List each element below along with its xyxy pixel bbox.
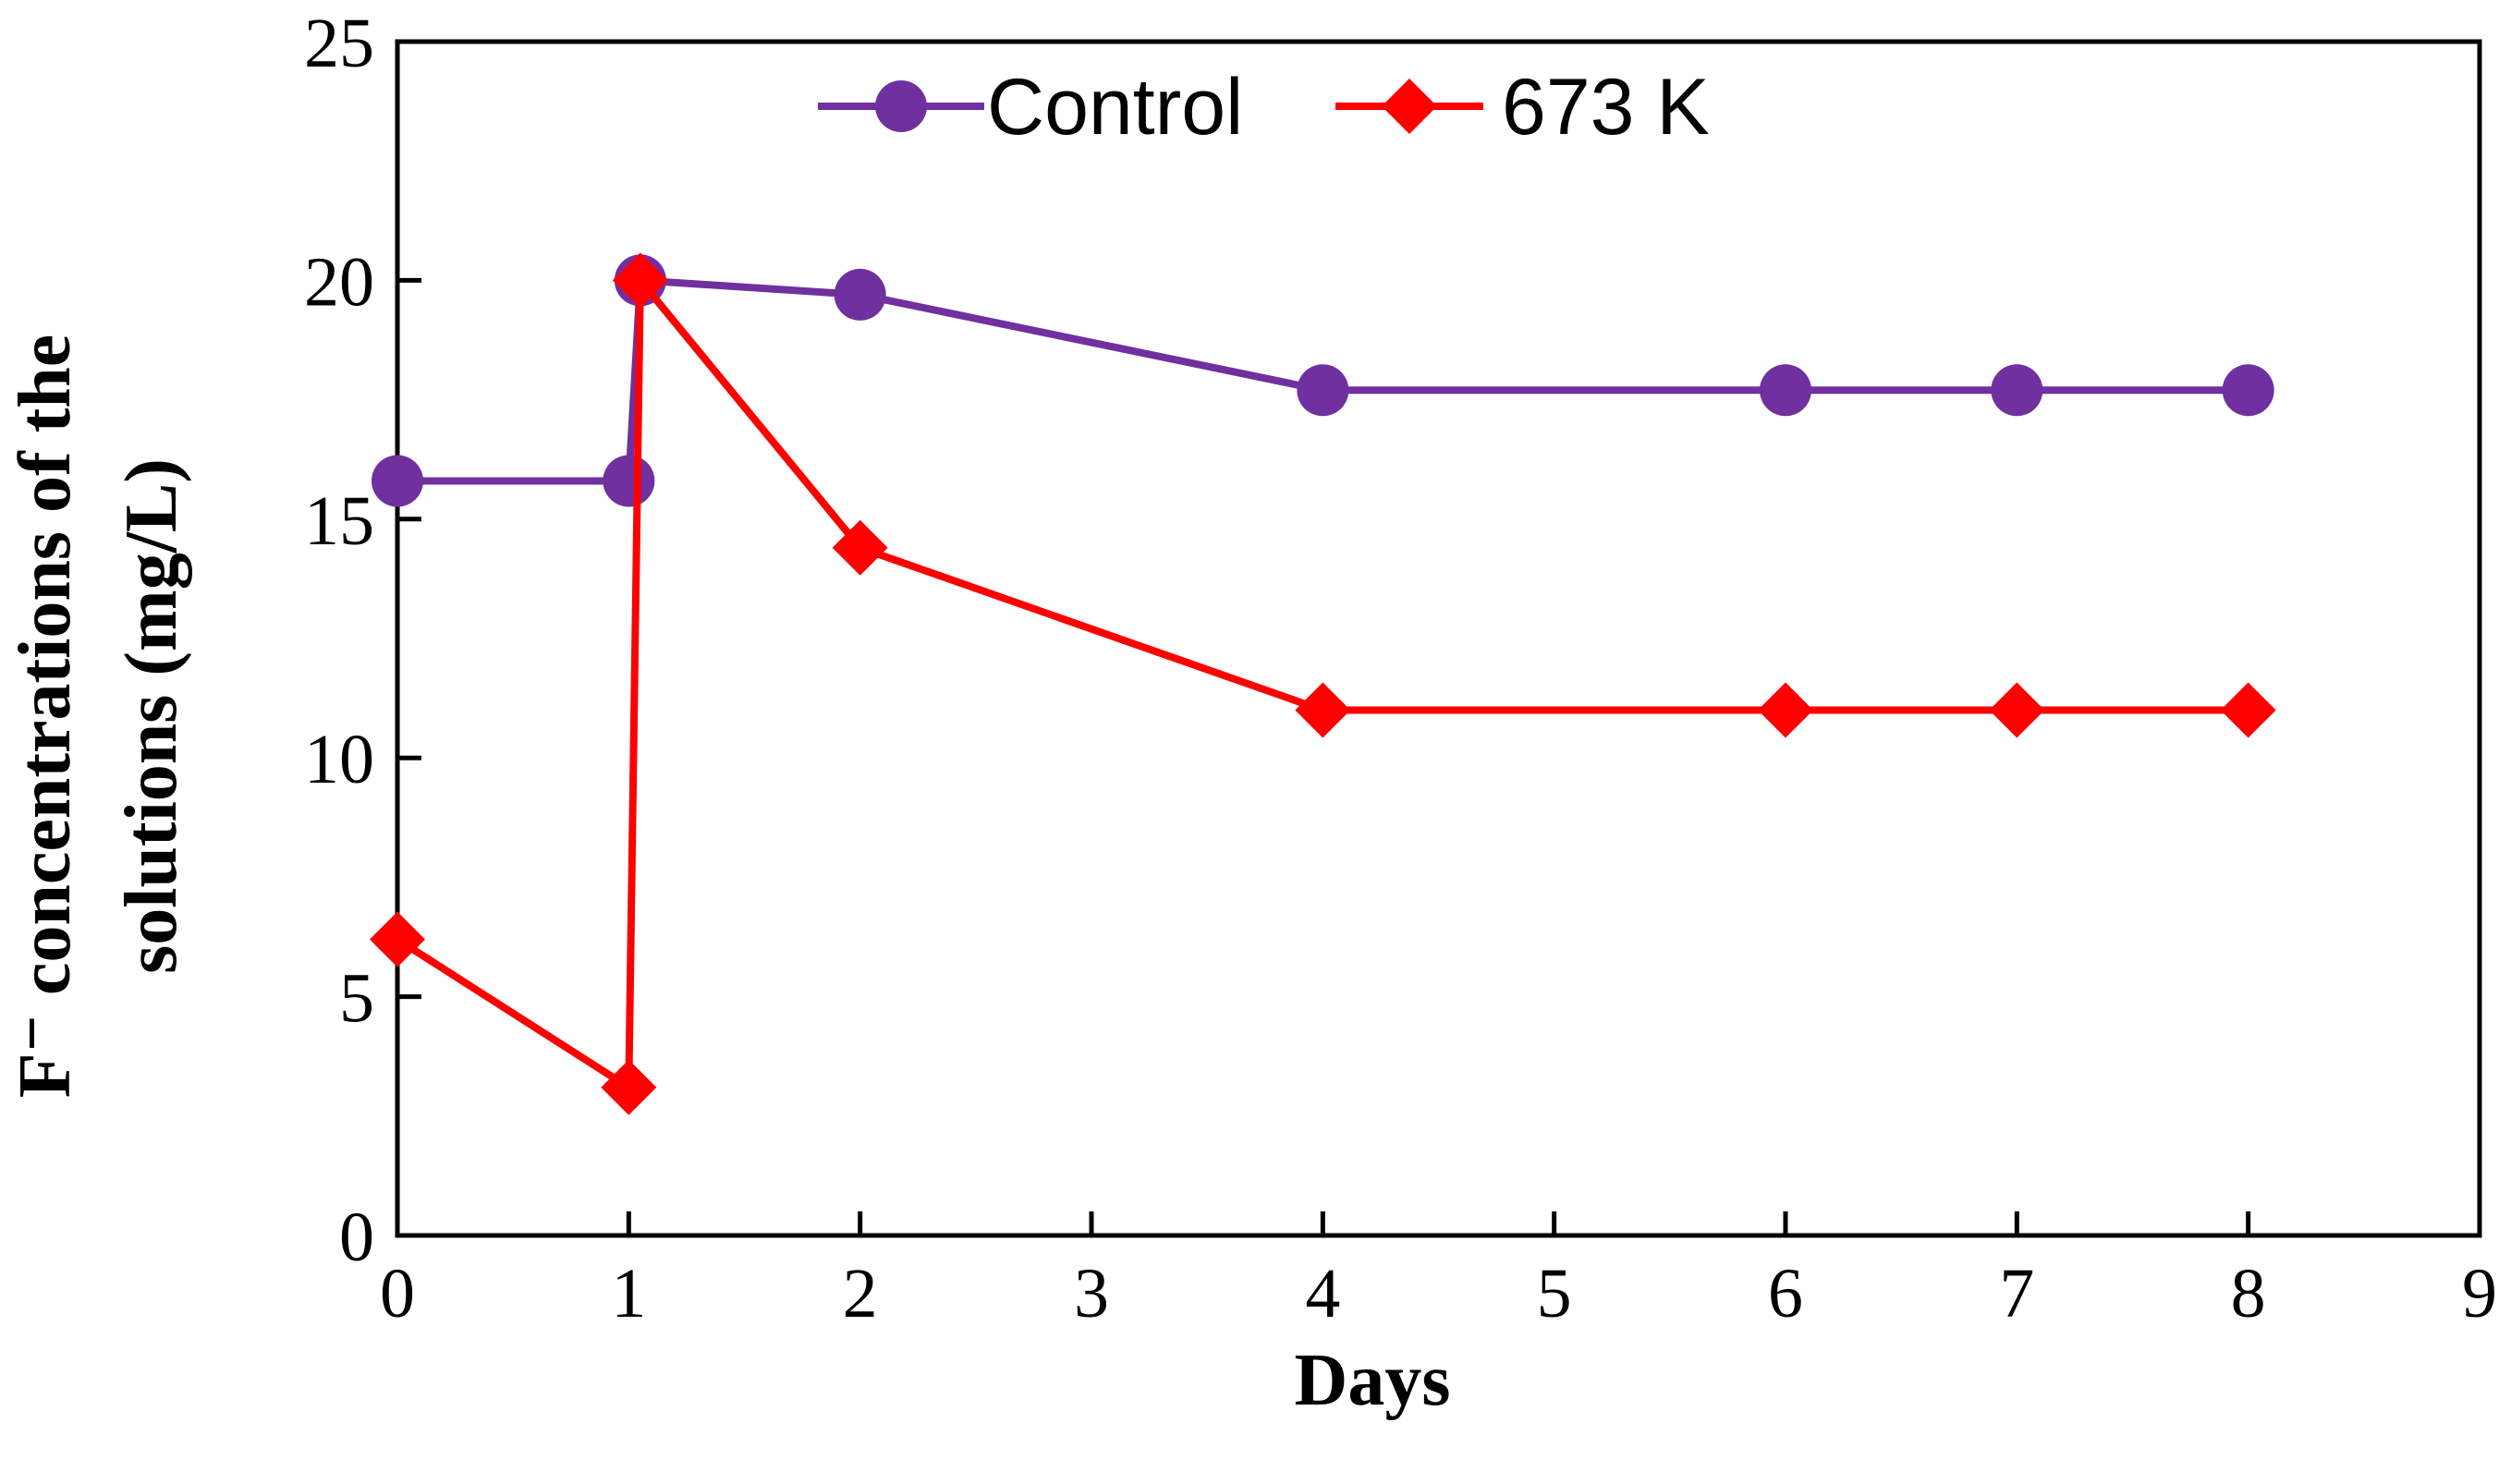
x-tick-label-4: 4 bbox=[1305, 1255, 1340, 1332]
data-point-673-k-3 bbox=[832, 519, 888, 576]
data-point-control-3 bbox=[834, 268, 886, 321]
data-point-control-4 bbox=[1297, 364, 1349, 417]
x-tick-label-6: 6 bbox=[1768, 1255, 1803, 1332]
y-tick-label-5: 5 bbox=[339, 960, 374, 1038]
y-tick-label-20: 20 bbox=[304, 243, 374, 321]
data-point-control-0 bbox=[372, 455, 423, 507]
series-673-k bbox=[370, 252, 2276, 1115]
plot-area: 0 5 10 15 20 25 0 1 2 3 4 5 6 7 8 9 bbox=[304, 5, 2497, 1332]
y-tick-label-10: 10 bbox=[304, 721, 374, 798]
y-axis-title: F⁻ concentrations of the solutions (mg/L… bbox=[5, 335, 192, 1099]
x-tick-label-8: 8 bbox=[2231, 1255, 2266, 1332]
y-tick-label-0: 0 bbox=[339, 1198, 374, 1276]
x-tick-label-3: 3 bbox=[1074, 1255, 1109, 1332]
legend-label-673-k: 673 K bbox=[1502, 63, 1710, 152]
legend-item-673-k: 673 K bbox=[1335, 63, 1710, 152]
x-tick-label-7: 7 bbox=[1999, 1255, 2034, 1332]
data-point-control-6 bbox=[1991, 364, 2043, 417]
data-point-control-5 bbox=[1760, 364, 1811, 417]
data-point-673-k-2 bbox=[612, 252, 668, 309]
data-point-673-k-7 bbox=[2220, 682, 2276, 738]
data-point-control-1 bbox=[603, 455, 655, 507]
data-point-673-k-4 bbox=[1295, 682, 1351, 738]
series-line-673-k bbox=[395, 270, 2249, 1095]
data-point-673-k-5 bbox=[1758, 682, 1813, 738]
x-tick-label-0: 0 bbox=[380, 1255, 415, 1332]
legend: Control 673 K bbox=[818, 63, 1710, 152]
legend-marker-673-k bbox=[1382, 79, 1437, 134]
y-axis-title-line2: solutions (mg/L) bbox=[111, 458, 192, 974]
plot-frame bbox=[395, 39, 2482, 1238]
x-tick-label-2: 2 bbox=[843, 1255, 878, 1332]
data-point-673-k-0 bbox=[370, 911, 425, 967]
legend-label-control: Control bbox=[987, 63, 1243, 152]
x-tick-label-9: 9 bbox=[2462, 1255, 2497, 1332]
data-point-control-7 bbox=[2222, 364, 2274, 417]
data-point-673-k-6 bbox=[1989, 682, 2045, 738]
y-axis-title-line1: F⁻ concentrations of the bbox=[5, 335, 86, 1099]
x-axis-title: Days bbox=[1295, 1340, 1451, 1421]
x-tick-label-1: 1 bbox=[611, 1255, 646, 1332]
y-tick-label-15: 15 bbox=[304, 482, 374, 560]
series-line-control bbox=[397, 276, 2249, 485]
legend-marker-control bbox=[875, 80, 927, 132]
series-control bbox=[372, 254, 2274, 507]
y-tick-label-25: 25 bbox=[304, 5, 374, 82]
x-tick-label-5: 5 bbox=[1537, 1255, 1572, 1332]
legend-item-control: Control bbox=[818, 63, 1243, 152]
data-point-673-k-1 bbox=[601, 1059, 657, 1115]
